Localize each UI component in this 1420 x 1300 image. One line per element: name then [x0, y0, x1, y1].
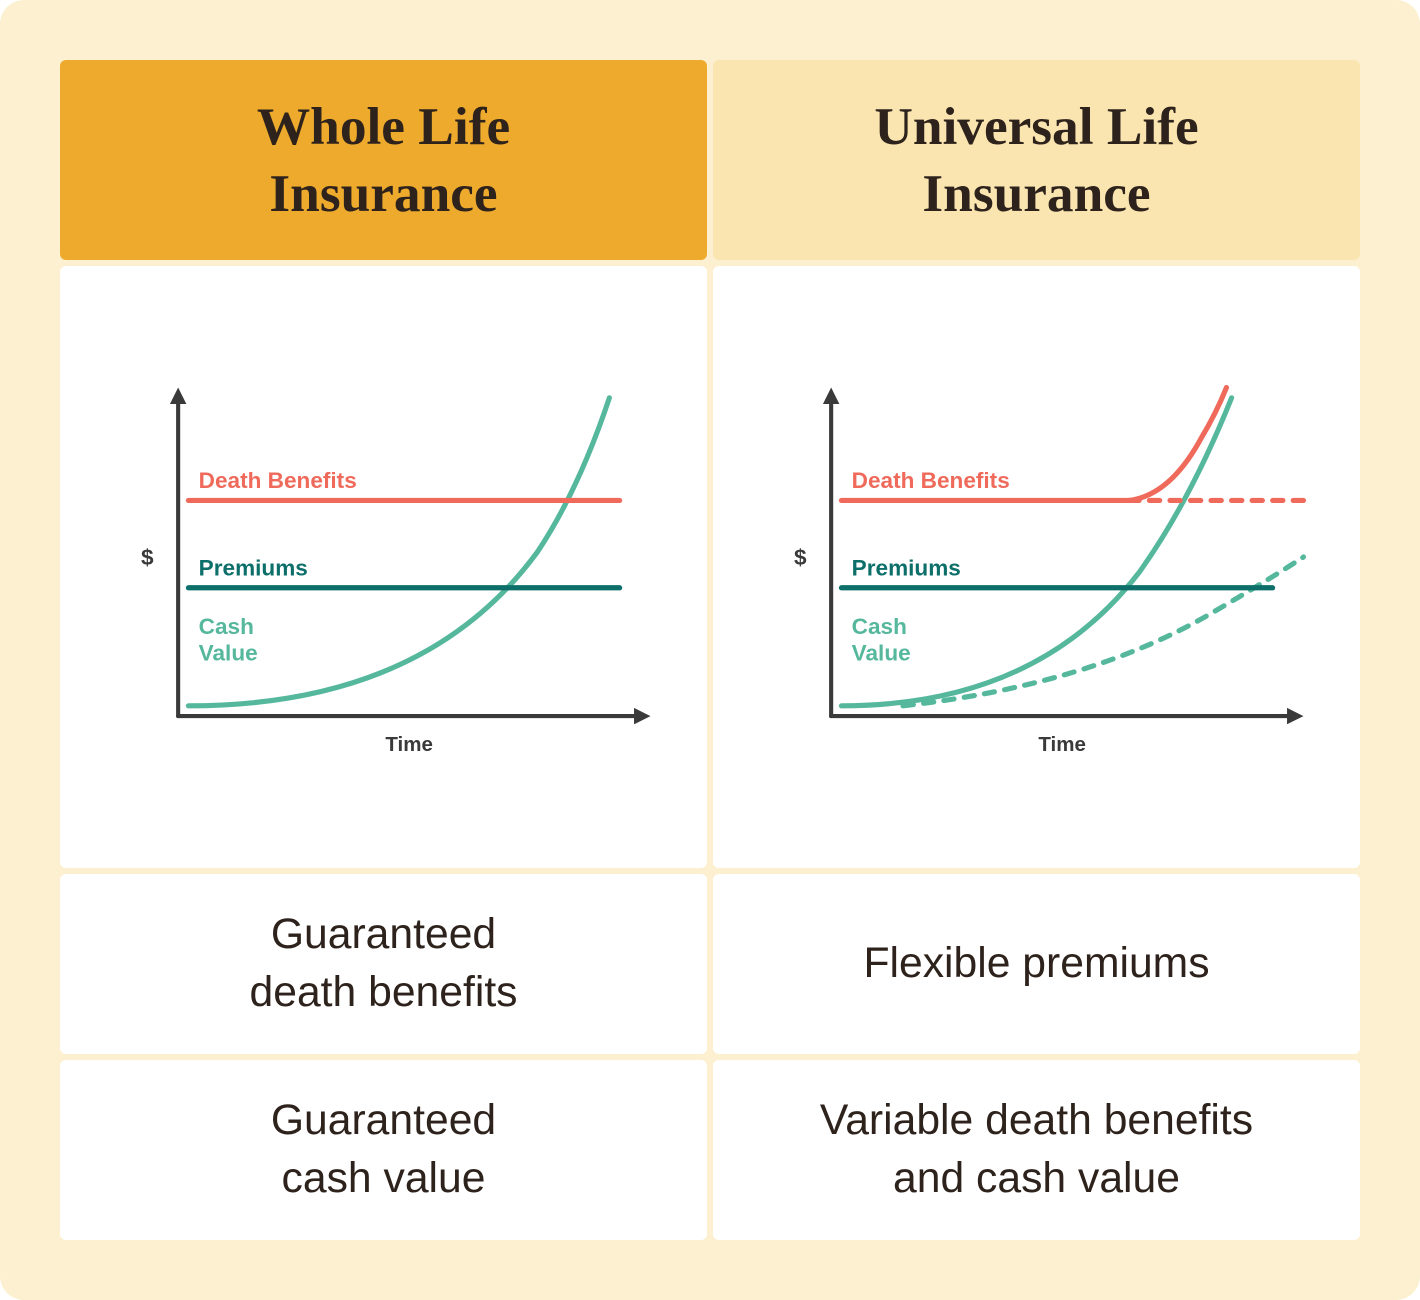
- feature-left-bottom-l1: Guaranteed: [271, 1092, 496, 1150]
- header-universal-life: Universal Life Insurance: [713, 60, 1360, 260]
- header-right-line2: Insurance: [922, 160, 1150, 227]
- chart-whole-life: $ Time Death Benefits Premiums CashValue: [60, 266, 707, 868]
- header-left-line2: Insurance: [269, 160, 497, 227]
- header-whole-life: Whole Life Insurance: [60, 60, 707, 260]
- comparison-grid: Whole Life Insurance Universal Life Insu…: [60, 60, 1360, 1240]
- svg-text:Time: Time: [385, 733, 433, 756]
- feature-right-top-l1: Flexible premiums: [863, 935, 1209, 993]
- feature-left-bottom: Guaranteed cash value: [60, 1060, 707, 1240]
- feature-left-top-l1: Guaranteed: [271, 906, 496, 964]
- feature-right-top: Flexible premiums: [713, 874, 1360, 1054]
- feature-right-bottom-l2: and cash value: [893, 1150, 1180, 1208]
- chart-left-svg: $ Time Death Benefits Premiums CashValue: [96, 367, 671, 778]
- feature-left-top-l2: death benefits: [250, 964, 518, 1022]
- header-left-line1: Whole Life: [257, 93, 510, 160]
- svg-text:CashValue: CashValue: [199, 614, 258, 666]
- feature-right-bottom-l1: Variable death benefits: [820, 1092, 1253, 1150]
- feature-left-top: Guaranteed death benefits: [60, 874, 707, 1054]
- svg-text:Premiums: Premiums: [852, 555, 961, 580]
- comparison-page: Whole Life Insurance Universal Life Insu…: [0, 0, 1420, 1300]
- svg-text:$: $: [794, 545, 807, 570]
- chart-universal-life: $ Time Death Benefits Premiums CashValue: [713, 266, 1360, 868]
- svg-text:Time: Time: [1038, 733, 1086, 756]
- svg-text:CashValue: CashValue: [852, 614, 911, 666]
- svg-text:Death Benefits: Death Benefits: [852, 468, 1010, 493]
- feature-right-bottom: Variable death benefits and cash value: [713, 1060, 1360, 1240]
- svg-text:Premiums: Premiums: [199, 555, 308, 580]
- svg-text:$: $: [141, 545, 154, 570]
- chart-right-svg: $ Time Death Benefits Premiums CashValue: [749, 367, 1324, 778]
- feature-left-bottom-l2: cash value: [282, 1150, 486, 1208]
- header-right-line1: Universal Life: [874, 93, 1198, 160]
- svg-text:Death Benefits: Death Benefits: [199, 468, 357, 493]
